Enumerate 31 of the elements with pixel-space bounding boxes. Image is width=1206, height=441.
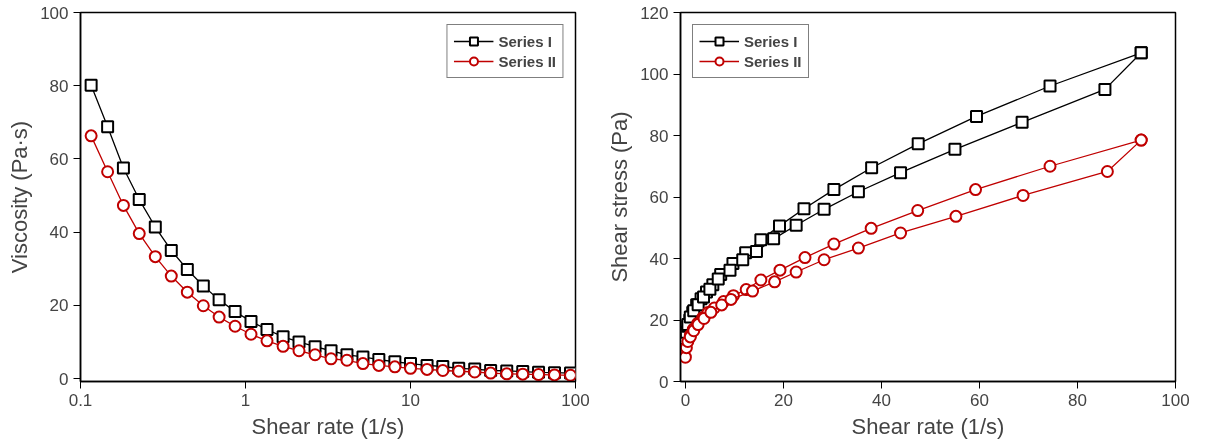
legend-label: Series II [498, 52, 556, 70]
y-tick-label: 0 [59, 369, 69, 389]
legend-label: Series I [744, 32, 798, 50]
y-tick-label: 0 [659, 372, 669, 392]
y-axis-title: Shear stress (Pa) [607, 111, 633, 283]
y-axis-title: Viscosity (Pa·s) [7, 120, 33, 274]
y-tick-label: 100 [40, 3, 69, 23]
y-tick-label: 80 [649, 126, 669, 146]
legend-label: Series I [498, 32, 552, 50]
y-tick-label: 60 [649, 188, 669, 207]
y-tick-label: 120 [640, 3, 669, 23]
x-tick-label: 0 [680, 390, 691, 410]
x-tick-label: 0.1 [68, 390, 93, 410]
y-tick-label: 100 [640, 65, 669, 84]
y-tick-label: 80 [49, 76, 69, 96]
x-tick-label: 60 [970, 390, 989, 410]
x-tick-label: 100 [1161, 390, 1190, 410]
x-tick-label: 1 [240, 390, 251, 410]
y-tick-label: 40 [649, 249, 669, 269]
x-tick-label: 10 [401, 390, 420, 410]
x-tick-label: 100 [561, 390, 590, 410]
y-tick-label: 20 [49, 296, 69, 316]
y-tick-label: 40 [49, 223, 69, 243]
x-axis-title: Shear rate (1/s) [851, 413, 1005, 439]
y-tick-label: 20 [649, 311, 669, 330]
x-tick-label: 80 [1068, 390, 1087, 410]
x-tick-label: 20 [773, 390, 793, 410]
x-axis-title: Shear rate (1/s) [251, 413, 405, 439]
legend-label: Series II [744, 52, 802, 70]
x-tick-label: 40 [871, 390, 891, 410]
y-tick-label: 60 [49, 149, 69, 169]
